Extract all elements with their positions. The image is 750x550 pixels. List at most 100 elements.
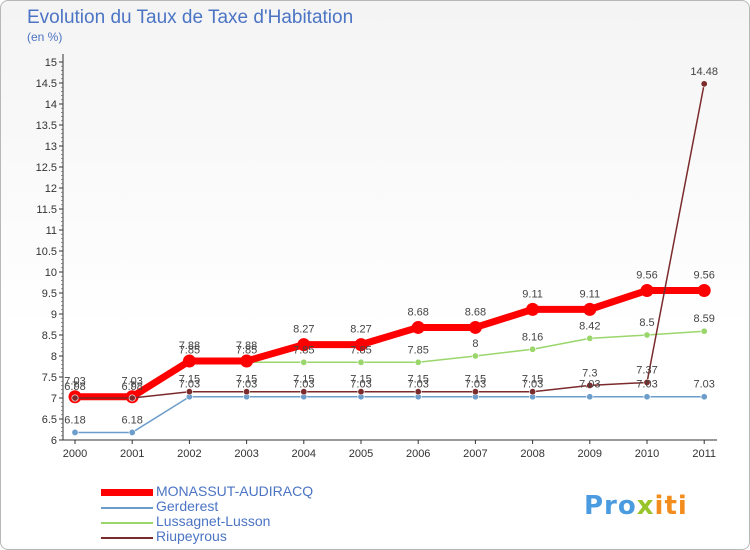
data-label-riupeyrous: 7.15 (407, 374, 428, 386)
x-tick-label: 2005 (349, 448, 373, 460)
data-label-lussagnet: 7.85 (293, 344, 314, 356)
data-label-gerderest: 7.03 (465, 379, 486, 391)
data-label-riupeyrous: 14.48 (690, 66, 718, 78)
series-line-lussagnet (75, 330, 705, 400)
legend-swatch-lussagnet (101, 522, 153, 524)
data-point-riupeyrous (700, 80, 708, 88)
data-point-monassut (583, 302, 597, 316)
data-label-riupeyrous: 7 (72, 380, 78, 392)
legend-swatch-riupeyrous (101, 537, 153, 539)
data-label-monassut: 9.11 (580, 288, 601, 300)
data-point-gerderest (586, 393, 594, 401)
data-label-gerderest: 7.03 (579, 379, 600, 391)
series-line-riupeyrous (75, 83, 705, 399)
data-point-riupeyrous (471, 388, 479, 396)
data-point-gerderest (128, 428, 136, 436)
data-label-riupeyrous: 7.3 (582, 367, 597, 379)
y-tick-label: 9.5 (42, 288, 57, 300)
data-point-monassut (354, 338, 368, 352)
y-tick-label: 8 (51, 351, 57, 363)
data-label-monassut: 9.11 (522, 288, 543, 300)
x-tick-label: 2000 (63, 448, 87, 460)
data-point-riupeyrous (529, 388, 537, 396)
y-tick-label: 13 (45, 141, 57, 153)
data-label-gerderest: 7.03 (693, 379, 714, 391)
series-line-gerderest (75, 395, 705, 434)
data-point-riupeyrous (643, 378, 651, 386)
data-point-lussagnet (300, 358, 308, 366)
data-point-riupeyrous (357, 388, 365, 396)
x-tick-label: 2001 (120, 448, 144, 460)
data-label-gerderest: 7.03 (350, 379, 371, 391)
chart-subtitle: (en %) (27, 30, 63, 44)
legend-swatch-gerderest (101, 507, 153, 509)
data-point-monassut (697, 283, 711, 297)
data-label-monassut: 8.68 (465, 306, 486, 318)
data-point-monassut (411, 320, 425, 334)
data-point-riupeyrous (300, 388, 308, 396)
data-point-gerderest (643, 393, 651, 401)
y-tick-label: 8.5 (42, 330, 57, 342)
y-tick-label: 7.5 (42, 372, 57, 384)
legend-label-riupeyrous: Riupeyrous (156, 528, 227, 544)
data-label-monassut: 8.27 (293, 324, 314, 336)
proxiti-logo: Proxiti (584, 491, 688, 521)
data-label-lussagnet: 7.85 (407, 344, 428, 356)
data-label-lussagnet: 7.85 (179, 344, 200, 356)
y-tick-label: 12 (45, 183, 57, 195)
data-label-monassut: 8.68 (407, 306, 428, 318)
data-label-gerderest: 7.03 (407, 379, 428, 391)
data-label-lussagnet: 6.98 (121, 381, 142, 393)
legend-label-lussagnet: Lussagnet-Lusson (156, 513, 271, 529)
x-tick-label: 2007 (463, 448, 487, 460)
data-label-monassut: 7.88 (179, 340, 200, 352)
data-label-riupeyrous: 7.15 (350, 374, 371, 386)
data-label-gerderest: 7.03 (522, 379, 543, 391)
data-label-lussagnet: 8.59 (693, 313, 714, 325)
data-label-lussagnet: 7.85 (236, 344, 257, 356)
data-label-lussagnet: 8 (472, 338, 478, 350)
data-label-riupeyrous: 7.15 (236, 374, 257, 386)
data-label-lussagnet: 6.98 (64, 381, 85, 393)
data-point-monassut (468, 320, 482, 334)
chart-title: Evolution du Taux de Taxe d'Habitation (27, 7, 354, 28)
legend-label-monassut: MONASSUT-AUDIRACQ (156, 483, 314, 499)
y-tick-label: 9 (51, 309, 57, 321)
data-label-monassut: 9.56 (693, 269, 714, 281)
data-point-monassut (526, 302, 540, 316)
data-point-monassut (297, 338, 311, 352)
data-point-riupeyrous (128, 394, 136, 402)
y-tick-label: 11.5 (36, 204, 57, 216)
x-tick-label: 2004 (292, 448, 316, 460)
data-point-lussagnet (414, 358, 422, 366)
data-label-lussagnet: 7.85 (350, 344, 371, 356)
data-label-monassut: 7.03 (121, 376, 142, 388)
y-tick-label: 13.5 (36, 120, 57, 132)
y-tick-label: 12.5 (36, 162, 57, 174)
y-tick-label: 15 (45, 57, 57, 69)
y-tick-label: 6 (51, 435, 57, 447)
y-tick-label: 7 (51, 393, 57, 405)
y-tick-label: 10.5 (36, 246, 57, 258)
legend-label-gerderest: Gerderest (156, 498, 219, 514)
legend-swatch-monassut (101, 489, 153, 496)
x-tick-label: 2006 (406, 448, 430, 460)
data-label-riupeyrous: 7.37 (636, 364, 657, 376)
y-tick-label: 11 (46, 225, 57, 237)
data-label-monassut: 7.03 (64, 376, 85, 388)
y-tick-label: 14 (45, 99, 57, 111)
data-label-lussagnet: 8.16 (522, 331, 543, 343)
data-point-riupeyrous (185, 388, 193, 396)
x-tick-label: 2011 (692, 448, 716, 460)
y-tick-label: 14.5 (36, 78, 57, 90)
data-label-riupeyrous: 7.15 (179, 374, 200, 386)
x-tick-label: 2010 (635, 448, 659, 460)
data-point-gerderest (700, 393, 708, 401)
data-label-gerderest: 7.03 (179, 379, 200, 391)
data-point-riupeyrous (243, 388, 251, 396)
data-point-riupeyrous (586, 381, 594, 389)
data-label-gerderest: 7.03 (636, 379, 657, 391)
data-label-gerderest: 6.18 (121, 414, 142, 426)
data-label-gerderest: 6.18 (64, 414, 85, 426)
